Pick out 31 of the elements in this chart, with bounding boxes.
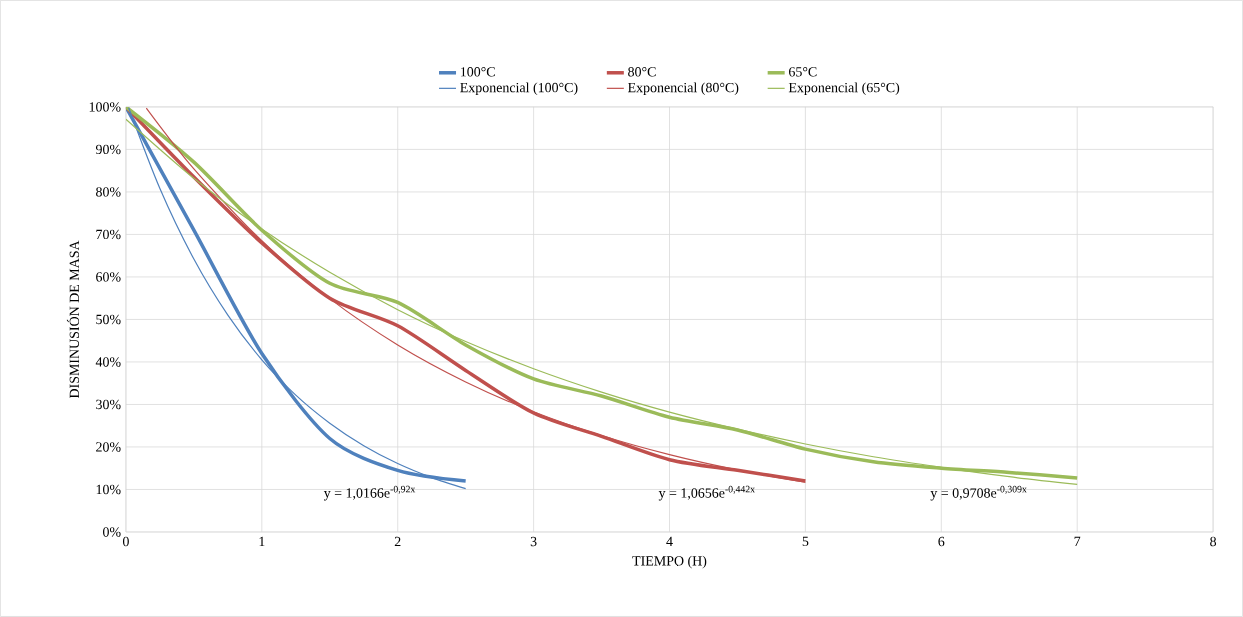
x-tick-label: 0	[122, 536, 129, 547]
annotation: y = 0,9708e$^{-0,309x}$	[930, 485, 1027, 501]
x-tick-label: 3	[530, 536, 537, 547]
x-tick-label: 7	[1074, 536, 1081, 547]
y-axis-title: DISMINUSIÓN DE MASA	[66, 240, 80, 399]
x-tick-label: 4	[666, 536, 673, 547]
annotation: y = 1,0166e$^{-0,92x}$	[323, 485, 416, 501]
legend-label: 100°C	[460, 67, 495, 77]
x-axis-title: TIEMPO (H)	[632, 555, 707, 569]
y-tick-label: 70%	[96, 229, 121, 240]
legend-label: Exponencial (80°C)	[627, 82, 739, 96]
legend-label: 65°C	[789, 67, 817, 77]
y-tick-label: 50%	[96, 314, 121, 325]
legend-label: 80°C	[628, 67, 656, 77]
y-tick-label: 0%	[103, 527, 121, 537]
legend-label: Exponencial (100°C)	[460, 82, 578, 96]
x-tick-label: 8	[1210, 536, 1217, 547]
y-tick-label: 90%	[95, 144, 121, 155]
x-tick-label: 5	[802, 536, 809, 547]
y-tick-label: 40%	[95, 357, 121, 367]
annotation: y = 1,0656e$^{-0,442x}$	[658, 485, 755, 501]
x-tick-label: 2	[394, 536, 401, 547]
y-tick-label: 30%	[96, 399, 121, 410]
x-tick-label: 6	[938, 536, 945, 547]
y-tick-label: 20%	[96, 442, 121, 452]
legend-label: Exponencial (65°C)	[788, 82, 900, 96]
x-tick-label: 1	[259, 536, 265, 547]
y-tick-label: 100%	[89, 102, 121, 112]
y-tick-label: 10%	[96, 484, 121, 495]
y-tick-label: 80%	[96, 187, 121, 197]
y-tick-label: 60%	[96, 272, 121, 282]
